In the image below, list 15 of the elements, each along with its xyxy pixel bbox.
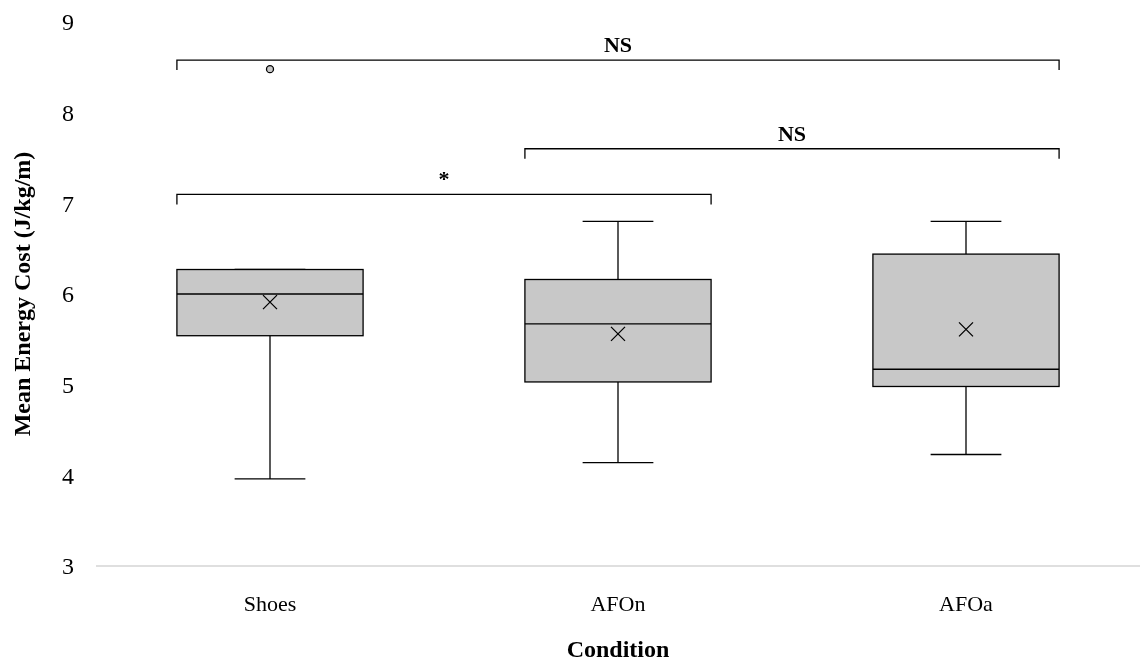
y-tick-label: 3 (62, 553, 74, 580)
y-tick-label: 8 (62, 100, 74, 127)
y-tick-label: 6 (62, 281, 74, 308)
y-tick-label: 5 (62, 372, 74, 399)
y-tick-label: 9 (62, 9, 74, 36)
x-tick-label: Shoes (243, 591, 297, 616)
y-axis-title: Mean Energy Cost (J/kg/m) (9, 151, 35, 437)
x-tick-label: AFOa (939, 591, 994, 616)
y-tick-label: 4 (62, 462, 74, 489)
y-tick-label: 7 (62, 190, 74, 217)
x-axis-title: Condition (566, 636, 670, 662)
x-tick-label: AFOn (590, 591, 646, 616)
annotation: * (438, 166, 450, 192)
annotation: NS (603, 32, 633, 58)
annotation: NS (777, 120, 807, 146)
